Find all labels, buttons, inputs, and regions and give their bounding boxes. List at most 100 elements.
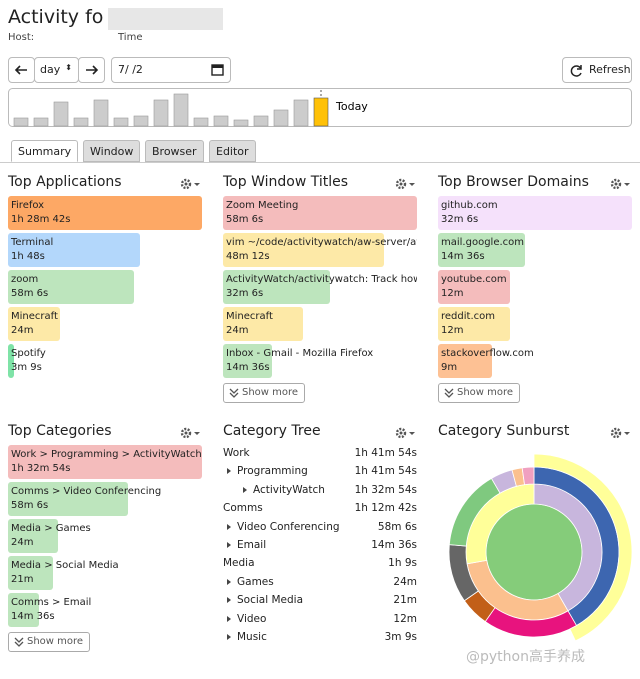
list-item: Terminal 1h 48s xyxy=(8,233,202,267)
show-more-button[interactable]: Show more xyxy=(223,383,306,403)
item-duration: 58m 6s xyxy=(11,500,49,511)
item-label: Spotify xyxy=(11,348,46,359)
item-duration: 14m 36s xyxy=(441,251,485,262)
item-bar xyxy=(8,556,53,590)
settings-button[interactable] xyxy=(180,425,204,439)
tree-caret xyxy=(227,634,231,640)
settings-button[interactable] xyxy=(395,425,419,439)
timeline-bar xyxy=(313,97,329,127)
item-label: Firefox xyxy=(11,200,45,211)
panel-title: Top Categories xyxy=(8,423,112,439)
tree-name: Video Conferencing xyxy=(237,520,340,533)
item-label: Minecraft xyxy=(226,311,273,322)
select-caret: ⬍ xyxy=(65,63,72,72)
item-bar xyxy=(223,196,417,230)
period-select[interactable]: day ⬍ xyxy=(34,57,79,83)
settings-button[interactable] xyxy=(610,425,634,439)
item-label: Media > Games xyxy=(11,523,91,534)
list-item: Zoom Meeting 58m 6s xyxy=(223,196,417,230)
tree-caret xyxy=(243,486,247,493)
item-label: Inbox - Gmail - Mozilla Firefox xyxy=(226,348,374,359)
tab[interactable]: Editor xyxy=(209,140,256,162)
timeline-bar xyxy=(133,115,149,127)
next-button[interactable] xyxy=(78,57,105,83)
item-label: stackoverflow.com xyxy=(441,348,534,359)
prev-button[interactable] xyxy=(8,57,35,83)
timeline-bar xyxy=(153,99,169,127)
tree-duration: 3m 9s xyxy=(384,631,417,643)
list-item: youtube.com 12m xyxy=(438,270,632,304)
list-item: Comms > Video Conferencing 58m 6s xyxy=(8,482,202,516)
item-duration: 14m 36s xyxy=(226,362,270,373)
item-bar xyxy=(438,344,493,378)
item-bar xyxy=(438,307,510,341)
item-bar xyxy=(8,482,129,516)
list-item: Firefox 1h 28m 42s xyxy=(8,196,202,230)
tab[interactable]: Browser xyxy=(145,140,204,162)
item-duration: 9m xyxy=(441,362,458,373)
date-input[interactable]: 7/ /2 xyxy=(111,57,231,83)
list-item: ActivityWatch/activitywatch: Track how y… xyxy=(223,270,417,304)
refresh-button[interactable]: Refresh xyxy=(562,57,632,83)
show-more-text: Show more xyxy=(27,636,84,647)
list-item: reddit.com 12m xyxy=(438,307,632,341)
item-label: Terminal xyxy=(11,237,54,248)
item-bar xyxy=(8,307,61,341)
list-item: zoom 58m 6s xyxy=(8,270,202,304)
timeline-bar xyxy=(73,117,89,127)
item-bar xyxy=(223,270,330,304)
watermark: @python高手养成 xyxy=(466,649,585,665)
refresh-icon xyxy=(570,65,582,77)
settings-button[interactable] xyxy=(180,176,204,190)
timeline-bar xyxy=(233,119,249,127)
item-duration: 32m 6s xyxy=(441,214,479,225)
tree-duration: 21m xyxy=(393,594,417,607)
list-item: Minecraft 24m xyxy=(223,307,417,341)
sunburst-arc xyxy=(533,453,633,642)
item-label: Media > Social Media xyxy=(11,560,119,571)
item-label: vim ~/code/activitywatch/aw-server/aw-we… xyxy=(226,237,417,248)
settings-button[interactable] xyxy=(395,176,419,190)
sunburst-arc xyxy=(521,466,535,486)
show-more-button[interactable]: Show more xyxy=(438,383,521,403)
settings-button[interactable] xyxy=(610,176,634,190)
item-label: Comms > Video Conferencing xyxy=(11,486,162,497)
tree-duration: 1h 41m 54s xyxy=(354,447,417,459)
timeline-bar xyxy=(253,115,269,127)
tab[interactable]: Summary xyxy=(11,140,79,162)
timeline-bar xyxy=(93,99,109,127)
timeline-bar xyxy=(33,117,49,127)
timeline: Today xyxy=(8,88,632,127)
timeline-bar xyxy=(213,115,229,127)
item-duration: 48m 12s xyxy=(226,251,270,262)
item-duration: 24m xyxy=(11,325,34,336)
list-item: Media > Games 24m xyxy=(8,519,202,553)
tree-caret xyxy=(227,542,231,548)
item-bar xyxy=(8,593,40,627)
show-more-button[interactable]: Show more xyxy=(8,632,91,652)
tree-name: ActivityWatch xyxy=(253,483,325,496)
refresh-text: Refresh xyxy=(589,63,631,76)
tree-duration: 1h 12m 42s xyxy=(354,502,417,515)
tree-caret xyxy=(227,523,231,530)
tree-duration: 14m 36s xyxy=(371,539,417,551)
item-bar xyxy=(8,196,202,230)
list-item: github.com 32m 6s xyxy=(438,196,632,230)
item-label: Work > Programming > ActivityWatch xyxy=(11,449,202,460)
tree-duration: 58m 6s xyxy=(377,520,417,533)
tree-name: Video xyxy=(237,612,267,625)
item-label: Minecraft xyxy=(11,311,58,322)
item-bar xyxy=(8,270,135,304)
item-bar xyxy=(223,307,303,341)
item-bar xyxy=(8,519,59,553)
gear-icon xyxy=(610,427,630,439)
tree-caret xyxy=(227,597,231,604)
tab[interactable]: Window xyxy=(83,140,141,162)
item-bar xyxy=(438,196,632,230)
item-label: zoom xyxy=(11,274,39,285)
item-label: reddit.com xyxy=(441,311,495,322)
tree-duration: 24m xyxy=(393,575,417,588)
item-label: Zoom Meeting xyxy=(226,200,299,211)
list-item: Comms > Email 14m 36s xyxy=(8,593,202,627)
